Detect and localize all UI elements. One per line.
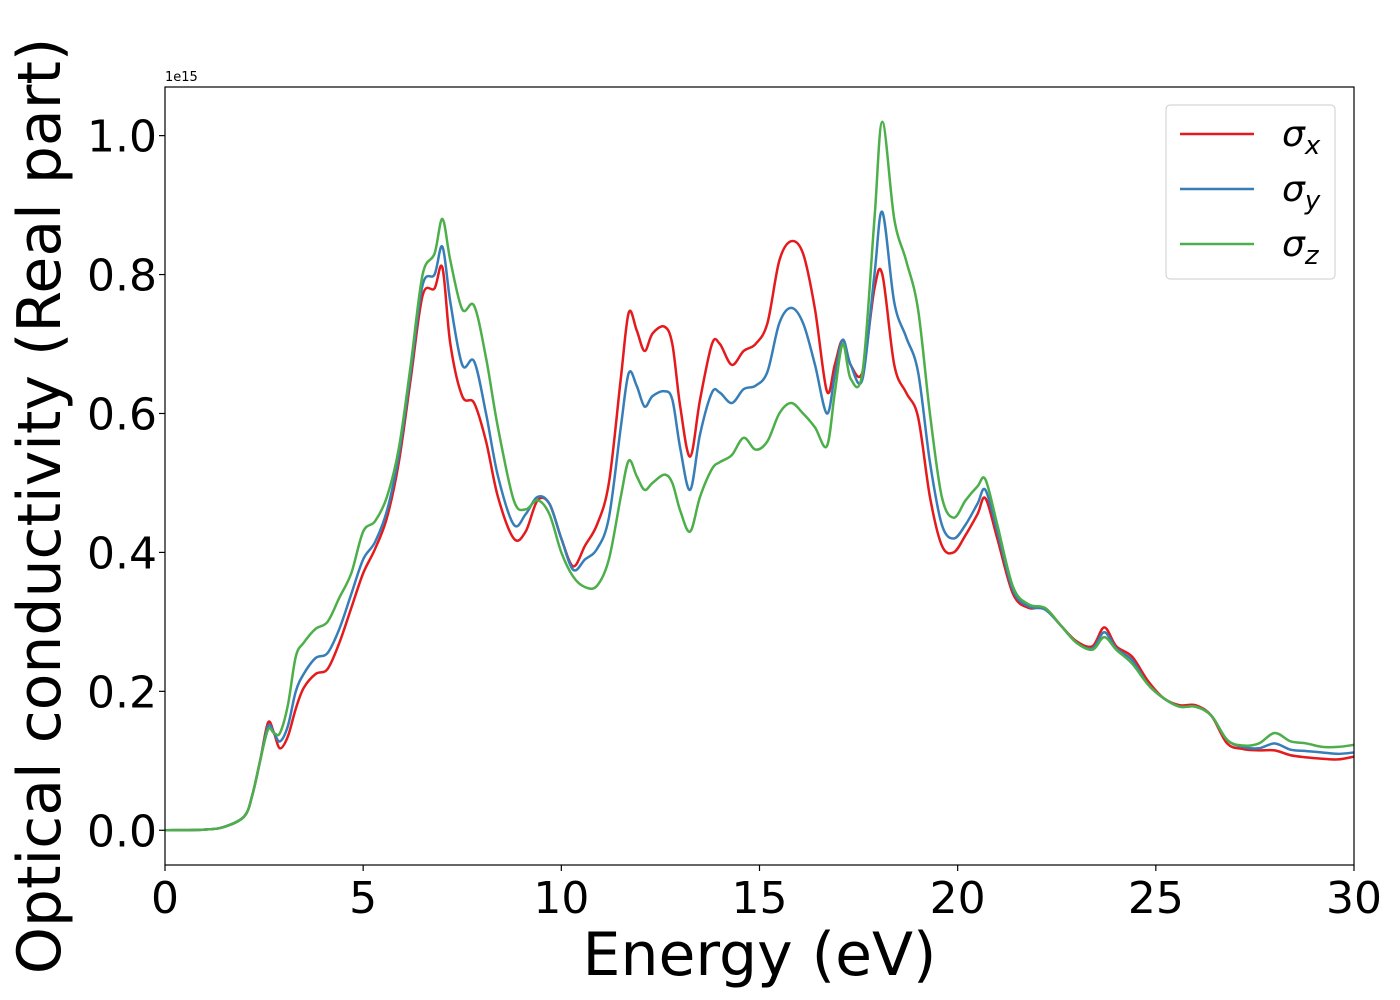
x-axis-label: Energy (eV) [583,920,937,990]
series-line-z [165,120,1354,832]
legend-label-y: σy [1282,169,1321,216]
y-tick-label: 1.0 [87,112,157,163]
series-line-y [165,210,1354,832]
x-tick-label: 30 [1326,873,1382,924]
x-tick-label: 20 [930,873,986,924]
series-line-x [165,239,1354,832]
legend: σx σy σz [1165,104,1336,280]
legend-box [1165,104,1336,280]
y-tick-label: 0.2 [87,667,157,718]
y-axis-label: Optical conductivity (Real part) [5,38,75,975]
x-tick-label: 0 [151,873,179,924]
legend-label-x: σx [1282,114,1321,161]
x-tick-label: 25 [1128,873,1184,924]
x-tick-label: 10 [533,873,589,924]
y-offset-text: 1e15 [165,70,198,85]
x-tick-label: 15 [732,873,788,924]
series-layer [165,120,1354,832]
legend-label-z: σz [1282,224,1320,271]
y-tick-label: 0.4 [87,528,157,579]
y-tick-label: 0.8 [87,251,157,302]
tick-layer: 0 5 10 15 20 25 30 0.0 0.2 0.4 0.6 0.8 1.0 [87,112,1382,924]
y-tick-label: 0.6 [87,389,157,440]
x-tick-label: 5 [349,873,377,924]
y-tick-label: 0.0 [87,806,157,857]
